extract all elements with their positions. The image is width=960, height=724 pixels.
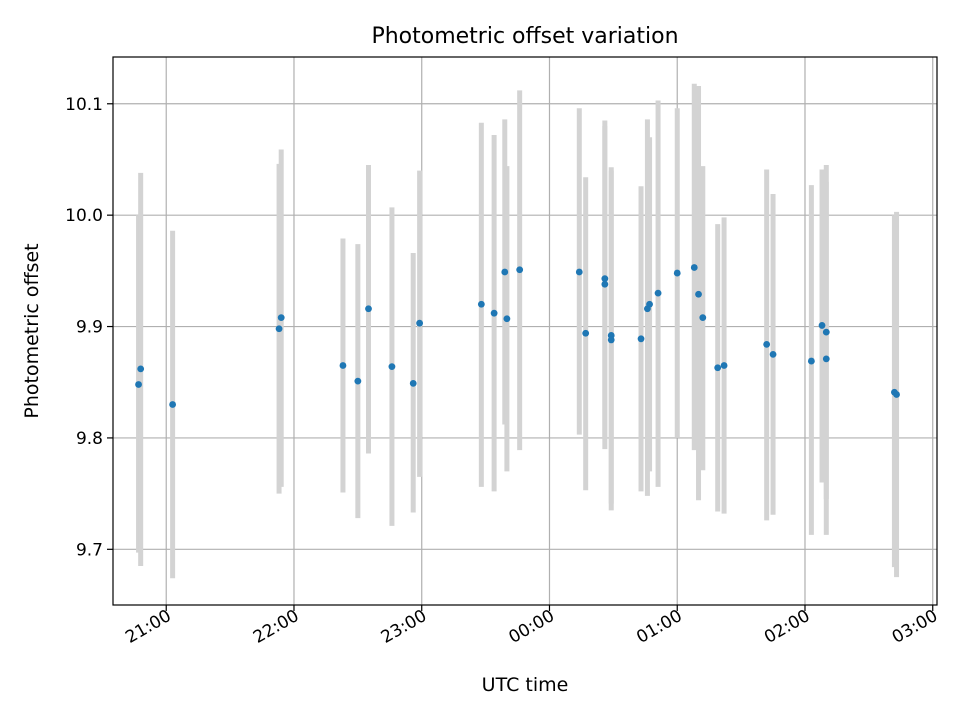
data-point [654, 289, 662, 297]
plot-area-frame [112, 56, 938, 606]
data-point [601, 275, 609, 283]
data-point [275, 325, 283, 333]
chart-title: Photometric offset variation [371, 24, 678, 49]
data-point [477, 300, 485, 308]
data-point [607, 336, 615, 344]
data-point [807, 357, 815, 365]
data-point [137, 365, 145, 373]
data-point [893, 391, 900, 398]
data-point [169, 401, 177, 408]
data-point [582, 329, 590, 337]
data-point [763, 340, 771, 348]
data-point [503, 315, 511, 323]
data-point [135, 381, 142, 388]
y-tick-label: 10.1 [65, 95, 103, 115]
data-point [601, 280, 609, 288]
data-point [575, 268, 583, 276]
data-point [695, 290, 702, 298]
data-point [501, 268, 509, 276]
x-axis-label: UTC time [482, 674, 569, 696]
data-point [409, 379, 417, 387]
data-point [516, 266, 524, 274]
data-point [637, 335, 645, 343]
point-layer [135, 264, 900, 408]
y-tick-label: 9.8 [76, 429, 103, 449]
y-tick-label: 9.7 [76, 540, 103, 560]
data-point [699, 314, 707, 322]
data-point [822, 355, 830, 363]
data-point [714, 364, 722, 372]
data-point [646, 300, 653, 308]
data-point [416, 319, 424, 327]
data-point [490, 309, 498, 317]
y-axis-label: Photometric offset [21, 243, 43, 418]
data-point [673, 269, 681, 277]
data-point [822, 328, 830, 336]
data-point [720, 362, 728, 369]
data-point [769, 350, 777, 358]
data-point [365, 305, 372, 313]
y-tick-label: 9.9 [76, 318, 103, 338]
data-point [354, 377, 362, 385]
data-point [388, 363, 396, 371]
data-point [818, 322, 826, 329]
y-tick-label: 10.0 [65, 206, 103, 226]
data-point [277, 314, 285, 322]
data-point [690, 264, 698, 271]
data-point [339, 362, 347, 369]
